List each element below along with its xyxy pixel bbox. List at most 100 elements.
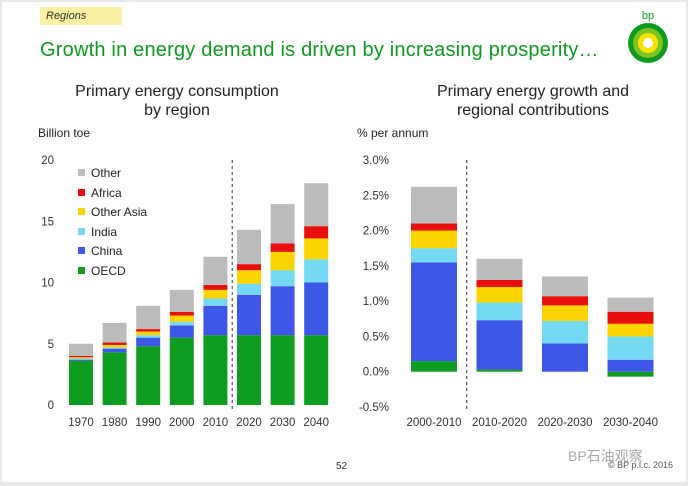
consumption-bar-oecd-1990 (136, 346, 161, 405)
growth-bar-china-2030-2040 (607, 359, 654, 372)
legend-swatch (78, 266, 85, 274)
consumption-x-tick-label: 2030 (270, 417, 296, 429)
consumption-x-tick-label: 2040 (303, 417, 329, 429)
consumption-bar-other-2040 (304, 183, 329, 227)
consumption-bar-oecd-1980 (102, 352, 127, 405)
legend-swatch (78, 188, 85, 196)
growth-bar-other-asia-2010-2020 (476, 287, 523, 303)
consumption-bar-other-asia-1990 (136, 331, 161, 336)
consumption-bar-other-asia-1970 (69, 357, 93, 359)
consumption-bar-africa-2010 (203, 284, 228, 290)
consumption-bar-india-2030 (270, 270, 295, 287)
consumption-bar-oecd-1970 (69, 360, 93, 405)
consumption-y-tick-label: 15 (41, 216, 54, 228)
legend-swatch (78, 208, 85, 216)
right-chart-title-line1: Primary energy growth and (436, 83, 630, 100)
growth-x-tick-label: 2030-2040 (603, 417, 658, 429)
consumption-bar-india-1980 (102, 347, 127, 349)
consumption-x-tick-label: 2010 (203, 417, 229, 429)
growth-bar-oecd-2010-2020 (476, 369, 523, 372)
growth-x-tick-label: 2020-2030 (538, 417, 593, 429)
growth-y-tick-label: -0.5% (359, 402, 389, 414)
growth-x-tick-label: 2000-2010 (407, 417, 462, 429)
copyright: © BP p.l.c. 2016 (608, 460, 674, 470)
consumption-bar-other-asia-1980 (102, 344, 127, 348)
consumption-bar-africa-1980 (102, 342, 127, 345)
growth-bar-other-2010-2020 (476, 258, 523, 280)
consumption-bar-china-2000 (169, 325, 194, 338)
right-chart-title-line2: regional contributions (456, 102, 610, 119)
consumption-bar-china-2030 (270, 286, 295, 336)
consumption-bar-oecd-2010 (203, 335, 228, 405)
consumption-y-tick-label: 5 (48, 339, 54, 351)
growth-bar-india-2030-2040 (607, 336, 654, 360)
consumption-bar-other-1970 (69, 343, 93, 356)
growth-bar-other-asia-2000-2010 (411, 230, 457, 249)
growth-y-tick-label: 1.5% (363, 261, 389, 273)
growth-bar-other-2030-2040 (607, 297, 654, 312)
legend-swatch (78, 169, 85, 177)
growth-bar-africa-2020-2030 (542, 296, 588, 306)
growth-bar-other-2020-2030 (542, 276, 588, 297)
consumption-bar-africa-2030 (270, 243, 295, 252)
growth-y-tick-label: 3.0% (363, 155, 389, 167)
legend-label: Africa (91, 185, 122, 200)
growth-bar-africa-2000-2010 (411, 223, 457, 231)
consumption-x-tick-label: 1970 (68, 417, 94, 429)
consumption-bar-other-asia-2000 (169, 315, 194, 322)
section-tag: Regions (40, 7, 122, 25)
growth-bar-other-asia-2030-2040 (607, 323, 654, 337)
consumption-bar-india-1990 (136, 335, 161, 338)
consumption-bar-china-2040 (304, 282, 329, 336)
chart-legend: Other Africa Other Asia India China OECD (78, 164, 147, 281)
consumption-y-tick-label: 20 (41, 155, 54, 167)
growth-y-tick-label: 0.0% (363, 367, 389, 379)
left-chart-title-line2: by region (144, 102, 210, 119)
growth-bar-china-2020-2030 (542, 343, 588, 372)
growth-bar-china-2000-2010 (411, 262, 457, 362)
consumption-x-tick-label: 1980 (102, 417, 128, 429)
consumption-bar-china-2020 (237, 294, 261, 336)
growth-bar-india-2010-2020 (476, 302, 523, 321)
left-chart-title: Primary energy consumption by region (42, 82, 312, 120)
growth-bar-africa-2030-2040 (607, 311, 654, 324)
left-y-axis-label: Billion toe (38, 126, 91, 140)
consumption-bar-africa-2000 (169, 311, 194, 316)
consumption-chart: 0 5 10 15 20 1970 1980 1990 2000 2010 2020 2030 2040 (41, 155, 329, 429)
consumption-bar-africa-2020 (237, 264, 261, 271)
legend-item-other-asia: Other Asia (78, 203, 147, 223)
growth-x-tick-label: 2010-2020 (472, 417, 527, 429)
growth-bar-africa-2010-2020 (476, 279, 523, 288)
consumption-bar-oecd-2000 (169, 337, 194, 405)
bp-helios-logo: bp (628, 10, 668, 63)
logo-text: bp (642, 10, 654, 22)
growth-bar-other-asia-2020-2030 (542, 305, 588, 321)
legend-label: Other (91, 166, 122, 180)
consumption-bar-china-2010 (203, 305, 228, 336)
consumption-bar-other-2010 (203, 256, 228, 285)
legend-label: China (91, 244, 123, 258)
consumption-bar-africa-2040 (304, 226, 329, 239)
consumption-x-tick-label: 1990 (135, 417, 161, 429)
watermark: BP石油观察 (568, 448, 643, 464)
right-y-axis-label: % per annum (357, 126, 429, 140)
legend-label: OECD (91, 263, 126, 278)
legend-swatch (78, 247, 85, 255)
consumption-bar-other-asia-2020 (237, 270, 261, 284)
consumption-bar-india-2040 (304, 259, 329, 283)
consumption-bar-other-1990 (136, 305, 161, 330)
consumption-x-tick-label: 2020 (236, 417, 262, 429)
growth-y-tick-label: 0.5% (363, 331, 389, 343)
consumption-bar-oecd-2020 (237, 335, 261, 405)
consumption-bar-other-1980 (102, 322, 127, 343)
legend-swatch (78, 227, 85, 235)
consumption-bar-africa-1990 (136, 329, 161, 332)
legend-label: Other Asia (91, 205, 148, 219)
consumption-bar-other-asia-2040 (304, 238, 329, 260)
consumption-bar-oecd-2040 (304, 335, 329, 405)
consumption-x-tick-label: 2000 (169, 417, 195, 429)
consumption-y-tick-label: 10 (41, 278, 54, 290)
consumption-bar-other-2000 (169, 289, 194, 312)
